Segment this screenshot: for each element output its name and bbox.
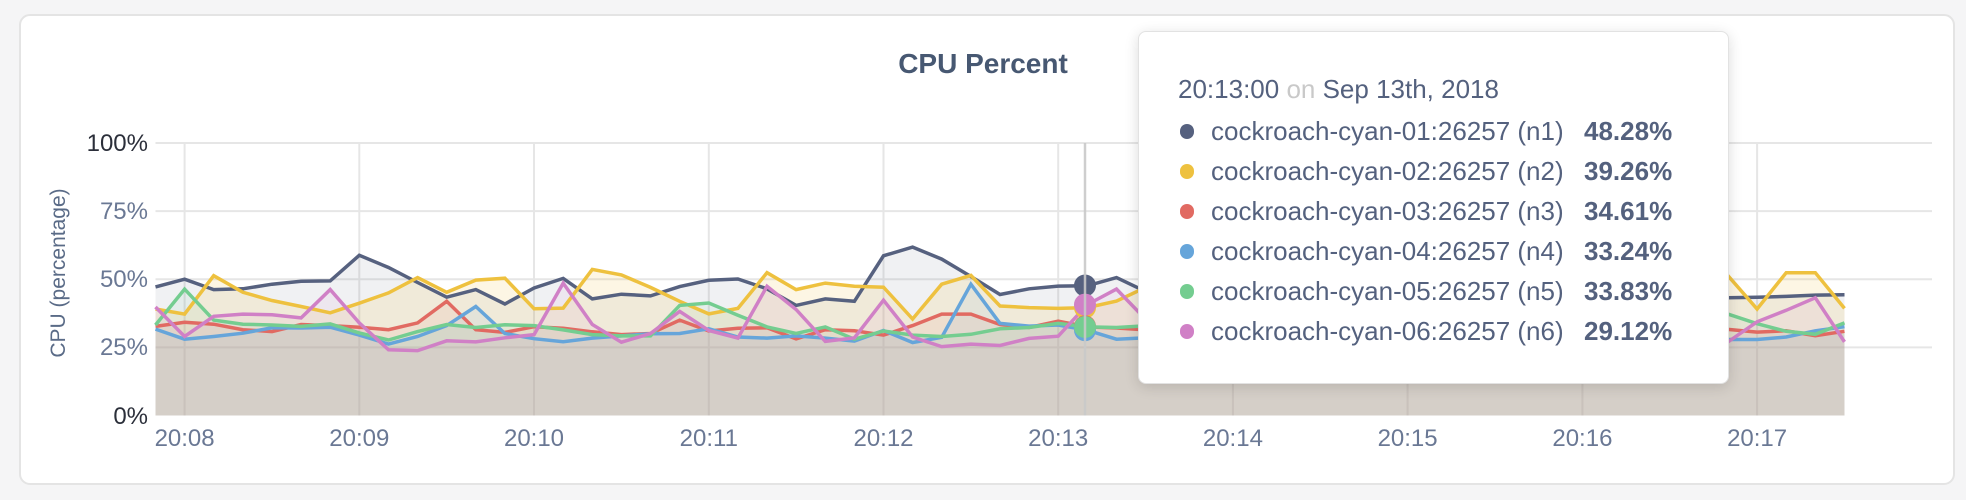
svg-text:20:15: 20:15 (1378, 425, 1438, 452)
svg-text:50%: 50% (100, 266, 148, 293)
svg-text:20:12: 20:12 (853, 425, 913, 452)
svg-text:25%: 25% (100, 334, 148, 361)
svg-text:20:10: 20:10 (504, 425, 564, 452)
svg-text:20:11: 20:11 (680, 425, 738, 452)
svg-text:20:09: 20:09 (329, 425, 389, 452)
svg-text:CPU (percentage): CPU (percentage) (47, 188, 70, 357)
svg-text:100%: 100% (87, 130, 148, 157)
svg-text:20:08: 20:08 (155, 425, 215, 452)
svg-text:20:14: 20:14 (1203, 425, 1263, 452)
svg-text:20:13: 20:13 (1028, 425, 1088, 452)
svg-text:20:17: 20:17 (1727, 425, 1787, 452)
svg-text:20:16: 20:16 (1552, 425, 1612, 452)
svg-text:75%: 75% (100, 198, 148, 225)
svg-text:0%: 0% (113, 403, 148, 430)
